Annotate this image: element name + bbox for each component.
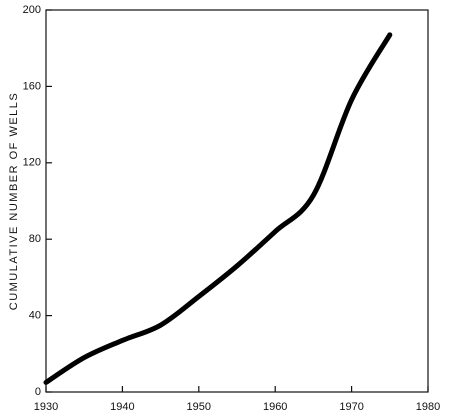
x-tick-label: 1960 <box>263 401 287 413</box>
data-line <box>43 32 393 385</box>
x-tick-label: 1950 <box>187 401 211 413</box>
y-tick-label: 160 <box>23 80 41 92</box>
y-tick-label: 0 <box>35 386 41 398</box>
x-tick-label: 1970 <box>339 401 363 413</box>
y-tick-label: 200 <box>23 4 41 16</box>
y-tick-label: 80 <box>29 233 41 245</box>
y-axis-label: CUMULATIVE NUMBER OF WELLS <box>8 92 20 311</box>
x-tick-label: 1980 <box>416 401 440 413</box>
y-tick-label: 40 <box>29 310 41 322</box>
y-tick-label: 120 <box>23 157 41 169</box>
plot-frame <box>45 9 429 393</box>
x-tick-label: 1930 <box>34 401 58 413</box>
x-tick-label: 1940 <box>110 401 134 413</box>
